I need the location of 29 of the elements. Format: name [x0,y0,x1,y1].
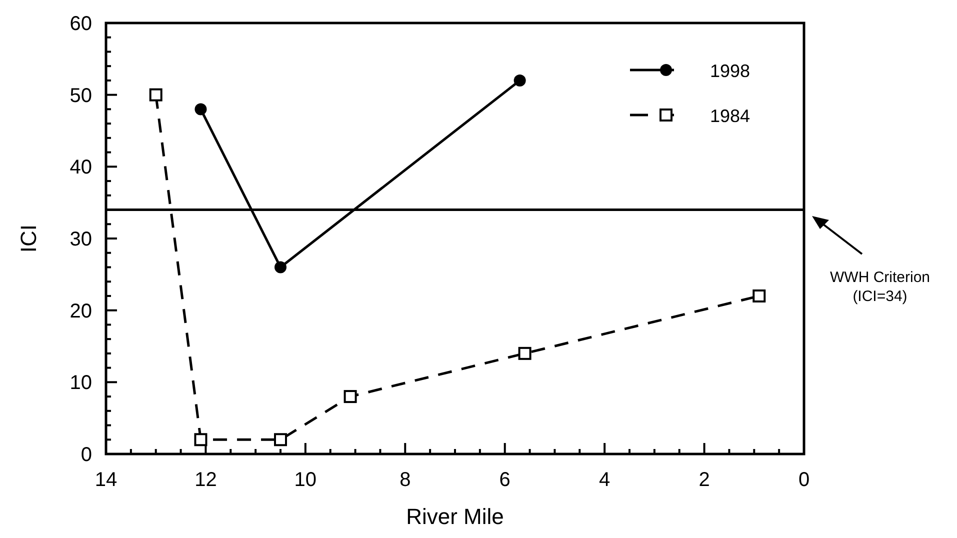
x-axis-title: River Mile [406,504,504,529]
point [752,289,766,302]
x-tick-label: 10 [294,469,317,491]
x-tick-label: 6 [499,469,510,491]
y-tick-label: 50 [70,84,92,107]
point [344,390,357,404]
y-tick-label: 40 [70,156,92,179]
y-tick-label: 30 [70,228,92,250]
x-tick-label: 8 [400,469,411,491]
y-tick-label: 0 [80,444,92,466]
point [194,433,208,446]
y-tick-label: 20 [70,300,92,322]
point [194,103,207,116]
point [518,346,532,360]
x-tick-label: 14 [94,469,118,491]
y-tick-label: 10 [70,372,92,394]
point [274,261,286,274]
legend-label: 1998 [710,61,750,81]
text: WWH Criterion (ICI=34) [830,269,930,305]
y-tick-label: 60 [70,13,92,35]
x-tick-label: 2 [698,469,710,491]
point [274,433,287,446]
point [514,74,526,86]
x-tick-label: 0 [798,469,810,491]
point [149,88,162,102]
x-tick-label: 4 [599,469,610,491]
y-axis-title: ICI [16,224,41,253]
x-tick-label: 12 [194,469,217,491]
legend-label: 1984 [710,106,750,126]
